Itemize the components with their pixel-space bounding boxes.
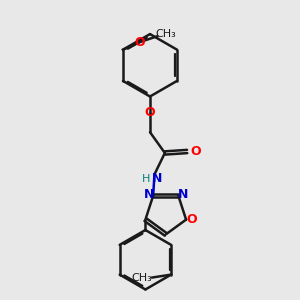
- Text: O: O: [134, 36, 145, 49]
- Text: O: O: [191, 145, 201, 158]
- Text: CH₃: CH₃: [156, 29, 176, 39]
- Text: N: N: [152, 172, 162, 185]
- Text: CH₃: CH₃: [131, 273, 152, 283]
- Text: N: N: [143, 188, 154, 201]
- Text: O: O: [145, 106, 155, 119]
- Text: N: N: [178, 188, 188, 201]
- Text: O: O: [187, 213, 197, 226]
- Text: H: H: [142, 174, 150, 184]
